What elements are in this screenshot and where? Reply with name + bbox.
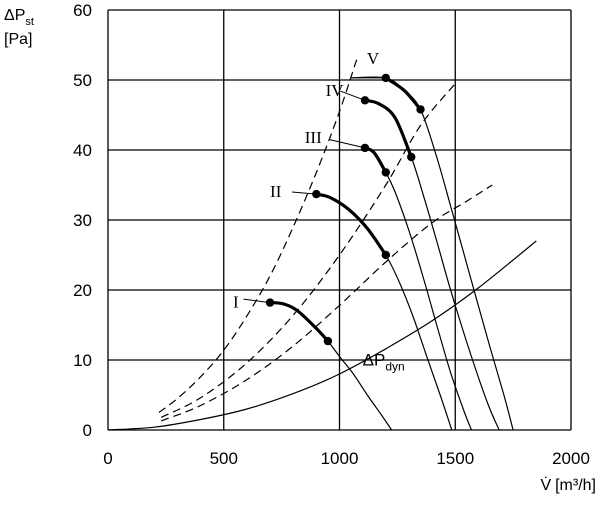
label-leader-line: [340, 90, 366, 101]
curve-ΔPdyn: [107, 240, 537, 431]
y-tick-label: 40: [73, 141, 92, 160]
operating-point-marker: [381, 168, 390, 177]
operating-range-III: [363, 146, 388, 174]
operating-range-I: [268, 301, 330, 343]
x-tick-label: 500: [210, 449, 238, 468]
curve-label-dynamic-pressure: ΔPdyn: [363, 351, 405, 374]
operating-range-IV: [363, 98, 413, 159]
curve-V: [351, 76, 514, 431]
x-axis-title: V̇ [m³/h]: [540, 476, 596, 494]
y-axis-unit: [Pa]: [4, 31, 32, 48]
operating-point-marker: [381, 250, 390, 260]
grid-lines: [107, 9, 572, 431]
x-tick-label: 0: [103, 449, 112, 468]
curve-label-III: III: [305, 128, 322, 147]
x-tick-label: 1000: [321, 449, 359, 468]
y-axis-title-sub: st: [25, 16, 34, 28]
axes: 0 500 1000 1500 2000 0 10 20 30 40 50 60: [73, 1, 590, 468]
y-tick-label: 20: [73, 281, 92, 300]
system-curve-dashed: [160, 184, 493, 422]
operating-point-marker: [323, 336, 333, 346]
curve-label-I: I: [233, 293, 239, 312]
operating-point-marker: [407, 152, 416, 162]
y-tick-label: 0: [83, 421, 92, 440]
curve-II: [316, 193, 453, 431]
y-tick-label: 60: [73, 1, 92, 20]
y-axis-title: ΔPst: [4, 7, 34, 28]
label-leader-line: [291, 191, 317, 195]
label-leader-line: [243, 298, 271, 304]
y-tick-label: 30: [73, 211, 92, 230]
curve-label-II: II: [270, 182, 282, 201]
system-curve-dashed: [160, 83, 456, 418]
curve-label-IV: IV: [326, 81, 345, 100]
system-curve-dashed: [158, 55, 359, 413]
y-axis-title-main: ΔP: [4, 7, 25, 24]
operating-range-II: [314, 192, 388, 257]
y-tick-label: 50: [73, 71, 92, 90]
operating-range-V: [384, 76, 423, 111]
label-leader-line: [328, 139, 366, 149]
x-axis-title-main: V̇: [540, 476, 551, 494]
y-tick-label: 10: [73, 351, 92, 370]
x-axis-title-unit: [m³/h]: [555, 477, 596, 494]
curve-label-V: V: [367, 49, 380, 68]
x-tick-label: 1500: [436, 449, 474, 468]
x-tick-label: 2000: [552, 449, 590, 468]
operating-point-marker: [416, 105, 425, 114]
curves: [107, 55, 537, 431]
